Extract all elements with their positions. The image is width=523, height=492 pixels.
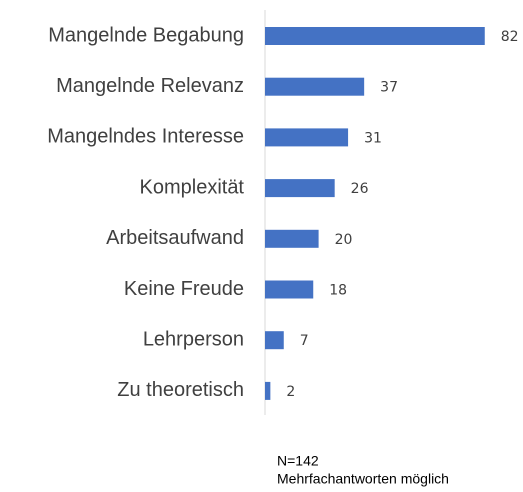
data-label: 82 — [501, 29, 519, 45]
annotation: Mehrfachantworten möglich — [277, 471, 449, 487]
annotation: N=142 — [277, 453, 319, 469]
data-label: 18 — [329, 283, 347, 299]
bar — [265, 77, 365, 96]
y-tick-label: Zu theoretisch — [117, 379, 244, 401]
y-tick-label: Arbeitsaufwand — [106, 227, 244, 249]
bar — [265, 381, 271, 400]
bar — [265, 331, 284, 350]
data-label: 37 — [380, 80, 398, 96]
y-tick-label: Mangelnde Relevanz — [56, 75, 244, 97]
data-label: 2 — [286, 384, 295, 400]
y-tick-label: Komplexität — [140, 176, 245, 198]
bar — [265, 280, 314, 299]
data-label: 7 — [300, 333, 309, 349]
y-tick-label: Mangelnde Begabung — [48, 24, 244, 46]
bar — [265, 27, 485, 45]
data-label: 31 — [364, 130, 382, 146]
y-tick-label: Lehrperson — [143, 328, 244, 350]
data-label: 20 — [335, 232, 353, 248]
bar — [265, 128, 349, 147]
data-label: 26 — [351, 181, 369, 197]
y-tick-label: Mangelndes Interesse — [47, 126, 244, 148]
bar — [265, 179, 335, 198]
bar — [265, 229, 319, 248]
y-tick-label: Keine Freude — [124, 278, 244, 300]
